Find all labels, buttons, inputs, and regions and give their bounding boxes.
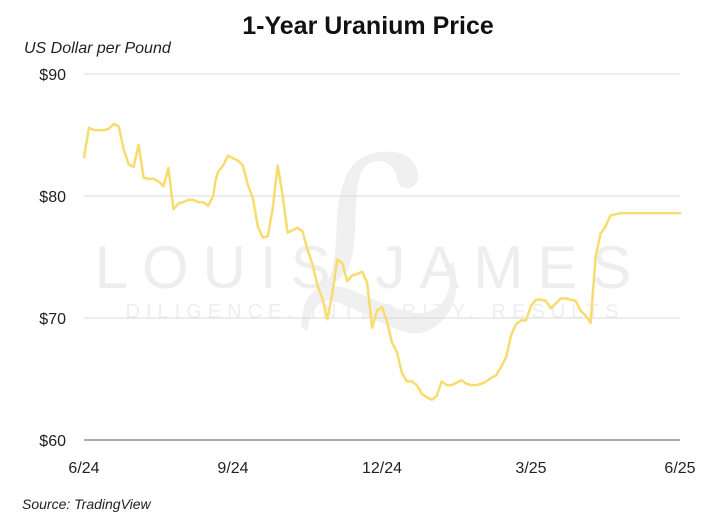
x-axis-ticks: 6/24 9/24 12/24 3/25 6/25	[68, 460, 695, 477]
x-tick-label: 9/24	[217, 460, 248, 477]
y-tick-label: $80	[39, 189, 66, 206]
source-note: Source: TradingView	[22, 496, 151, 512]
y-tick-label: $60	[39, 433, 66, 450]
y-axis-label: US Dollar per Pound	[24, 40, 171, 57]
gridlines	[84, 73, 680, 319]
y-tick-label: $70	[39, 311, 66, 328]
chart-title: 1-Year Uranium Price	[242, 12, 494, 40]
x-tick-label: 6/24	[68, 460, 99, 477]
y-axis-ticks: $90 $80 $70 $60	[39, 67, 66, 450]
y-tick-label: $90	[39, 67, 66, 84]
watermark: ℒ LOUIS JAMES DILIGENCE. INTEGRITY. RESU…	[95, 113, 646, 381]
x-tick-label: 3/25	[515, 460, 546, 477]
watermark-logo: ℒ	[294, 113, 467, 381]
price-series-line	[82, 122, 682, 401]
watermark-brand: LOUIS JAMES	[95, 234, 646, 301]
x-tick-label: 12/24	[362, 460, 402, 477]
x-tick-label: 6/25	[664, 460, 695, 477]
